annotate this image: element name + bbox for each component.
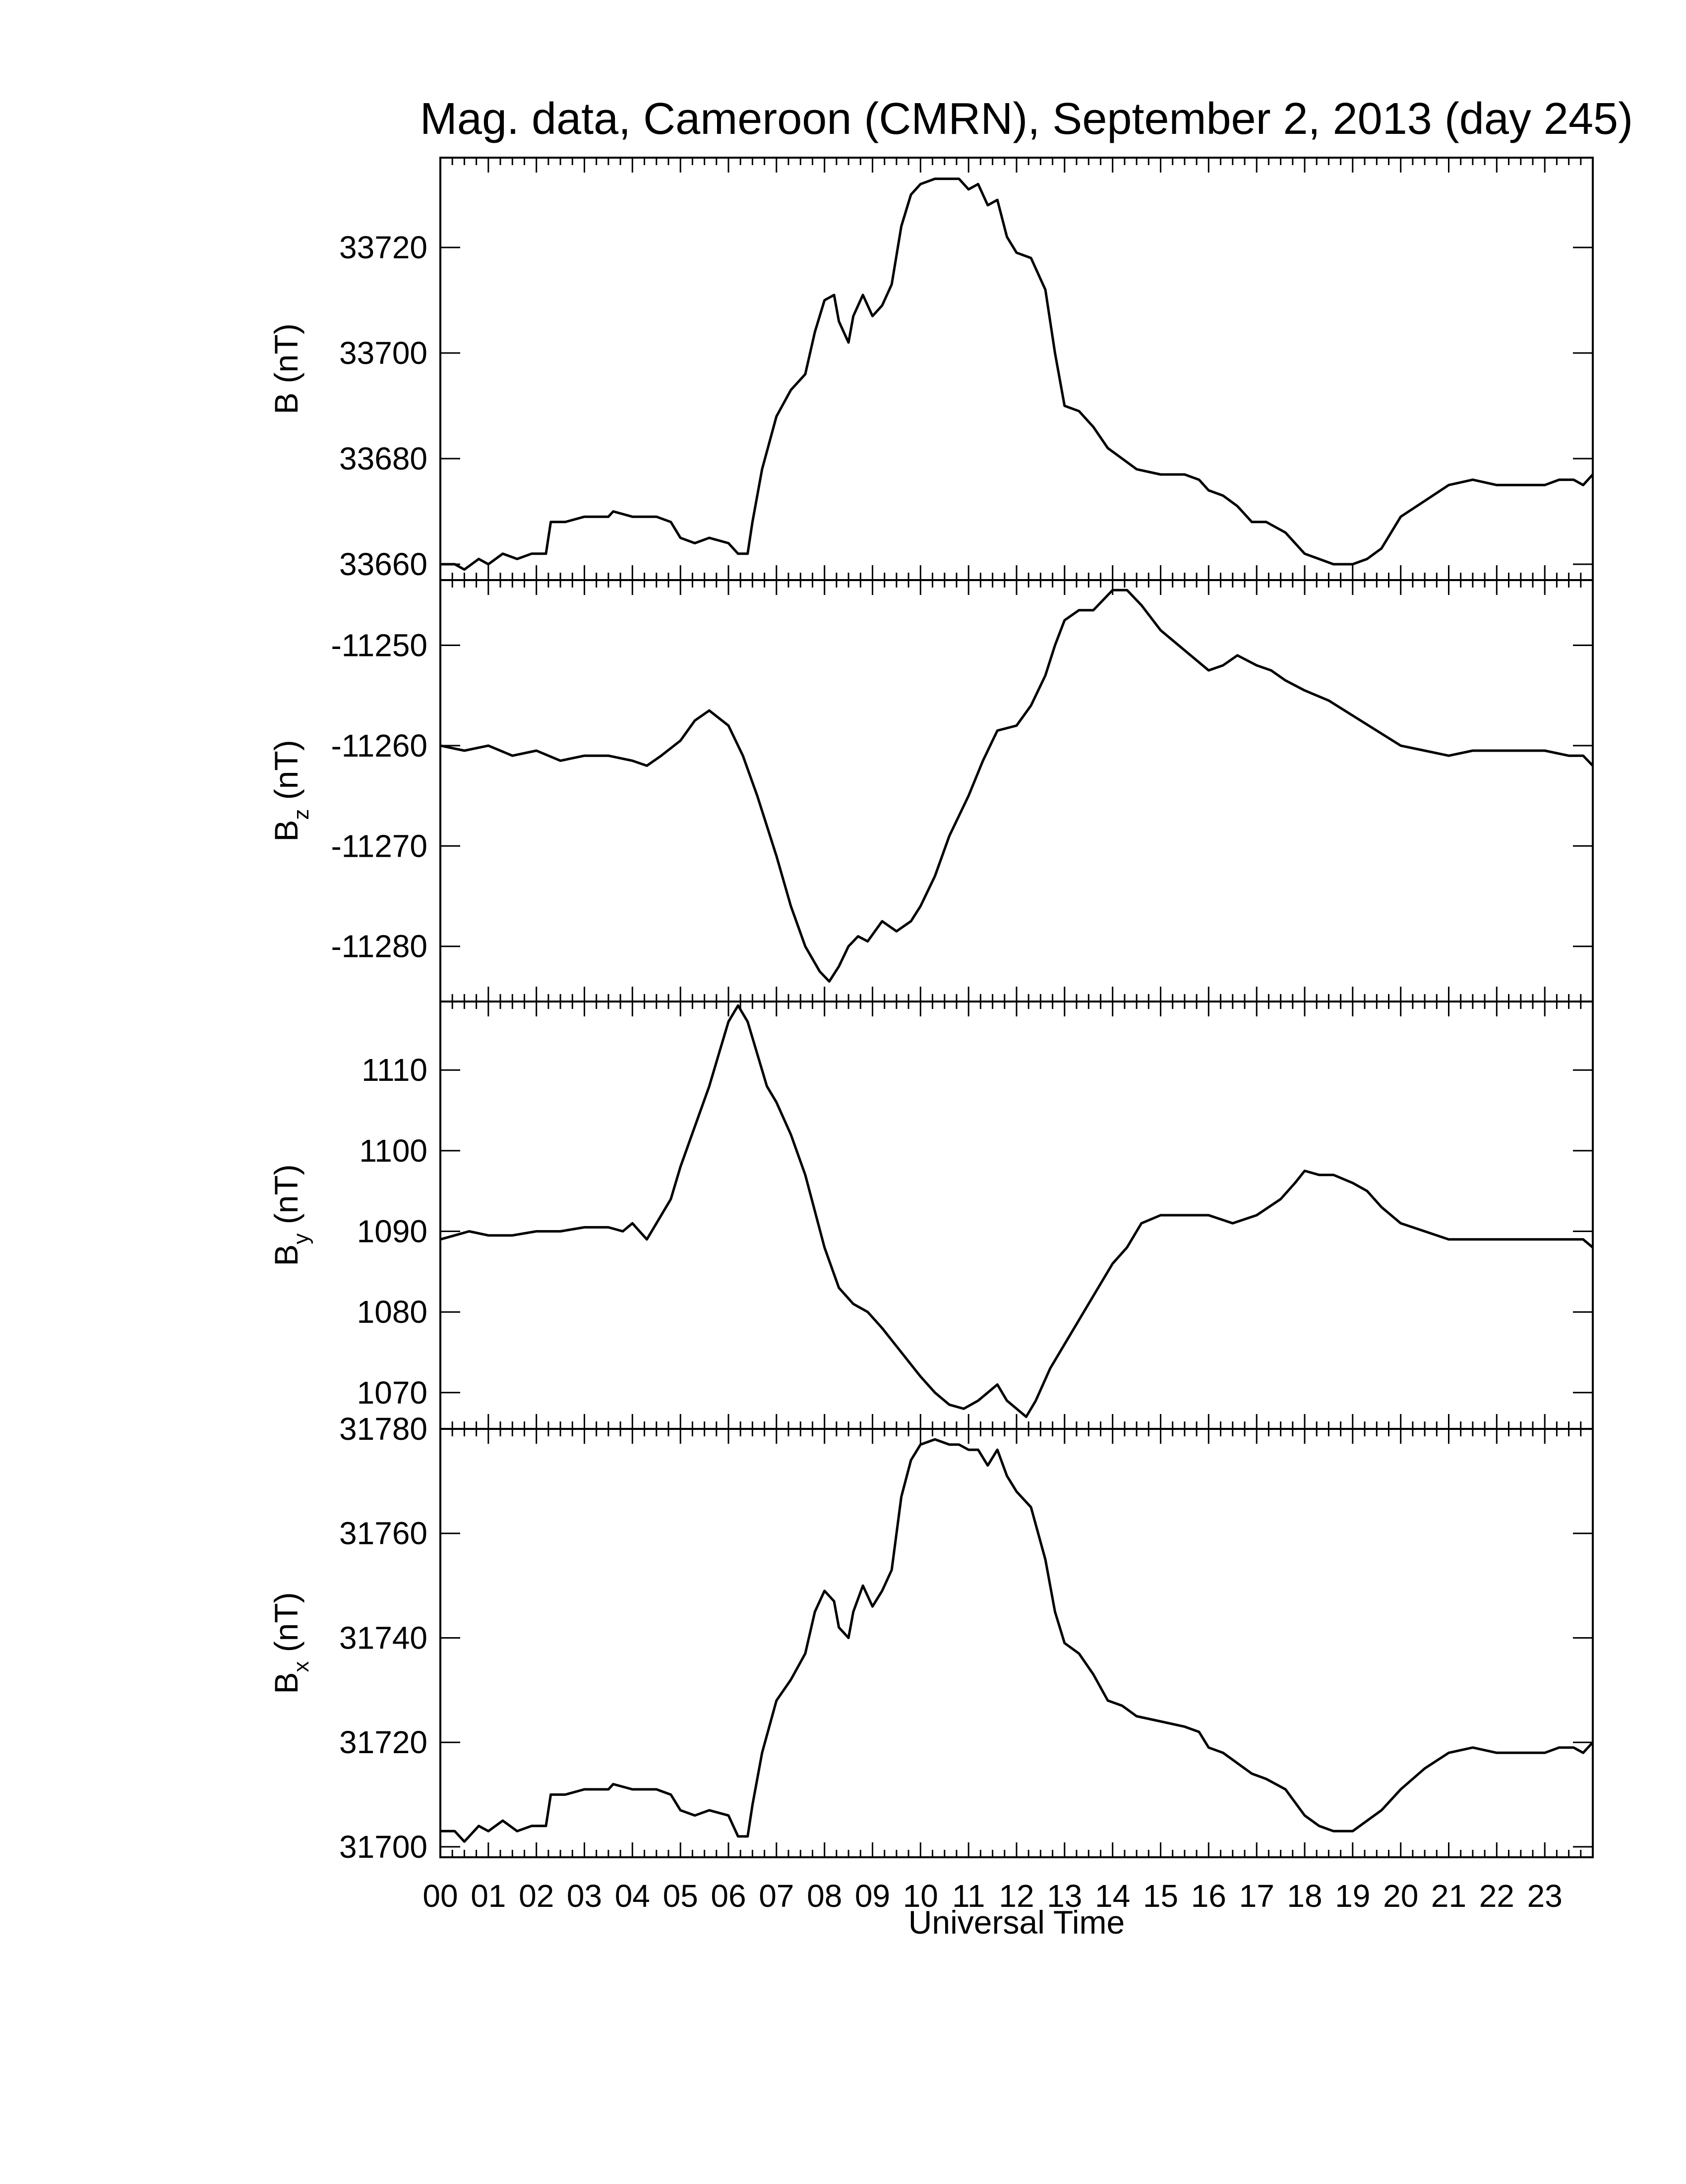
x-tick-label-00: 00 — [422, 1878, 458, 1914]
panel-3-ytick-label-2: 31740 — [339, 1620, 427, 1656]
panel-2-ytick-label-4: 1110 — [361, 1052, 427, 1088]
panel-1-ytick-label-2: -11270 — [331, 828, 427, 864]
x-tick-label-09: 09 — [855, 1878, 890, 1914]
x-axis-label: Universal Time — [908, 1904, 1125, 1941]
panel-2-frame — [439, 1001, 1594, 1430]
x-tick-label-03: 03 — [567, 1878, 602, 1914]
x-tick-label-06: 06 — [711, 1878, 746, 1914]
panel-2-series-line-0 — [440, 1004, 1594, 1418]
panel-0-frame — [439, 157, 1594, 581]
panel-1-series-line-0 — [440, 589, 1594, 983]
panel-3-ytick-label-1: 31720 — [339, 1724, 427, 1760]
panel-1-frame — [439, 579, 1594, 1003]
panel-0-ytick-label-1: 33680 — [339, 441, 427, 476]
x-tick-label-14: 14 — [1095, 1878, 1130, 1914]
x-tick-label-20: 20 — [1383, 1878, 1418, 1914]
x-tick-label-05: 05 — [663, 1878, 698, 1914]
panel-3-ytick-label-0: 31700 — [339, 1829, 427, 1865]
panel-3-ticks — [439, 1428, 1594, 1857]
x-tick-label-15: 15 — [1143, 1878, 1178, 1914]
x-tick-label-19: 19 — [1335, 1878, 1370, 1914]
x-tick-label-02: 02 — [519, 1878, 554, 1914]
x-tick-label-12: 12 — [999, 1878, 1034, 1914]
x-tick-label-10: 10 — [903, 1878, 938, 1914]
x-tick-label-08: 08 — [807, 1878, 842, 1914]
panel-1-y-axis-label: Bz (nT) — [268, 740, 313, 841]
panel-0-ytick-label-0: 33660 — [339, 546, 427, 582]
x-tick-label-22: 22 — [1479, 1878, 1514, 1914]
x-tick-label-13: 13 — [1047, 1878, 1082, 1914]
x-tick-label-01: 01 — [471, 1878, 506, 1914]
chart-title: Mag. data, Cameroon (CMRN), September 2,… — [420, 94, 1633, 144]
panel-1-ytick-label-3: -11280 — [331, 929, 427, 964]
panel-0-ticks — [439, 158, 1594, 580]
x-tick-label-07: 07 — [759, 1878, 794, 1914]
panel-2-y-axis-label: By (nT) — [268, 1164, 313, 1266]
panel-2-ytick-label-0: 1070 — [357, 1375, 427, 1411]
x-tick-label-17: 17 — [1239, 1878, 1274, 1914]
x-tick-label-16: 16 — [1191, 1878, 1226, 1914]
panel-3-series-line-0 — [440, 1438, 1594, 1843]
panel-3-y-axis-label: Bx (nT) — [268, 1592, 313, 1694]
panel-3-ytick-label-3: 31760 — [339, 1516, 427, 1551]
panel-1-ticks — [439, 580, 1594, 1002]
panel-2-ytick-label-2: 1090 — [357, 1214, 427, 1249]
x-tick-label-04: 04 — [615, 1878, 650, 1914]
panel-2-ticks — [439, 1002, 1594, 1429]
x-tick-label-11: 11 — [952, 1878, 985, 1914]
panel-2-ytick-label-1: 1080 — [357, 1294, 427, 1330]
x-tick-label-18: 18 — [1287, 1878, 1322, 1914]
panel-0-ytick-label-3: 33720 — [339, 230, 427, 265]
panel-2-ytick-label-3: 1100 — [359, 1133, 427, 1169]
panel-0-series-line-0 — [440, 177, 1594, 571]
panel-1-ytick-label-0: -11250 — [331, 628, 427, 663]
panel-0-y-axis-label: B (nT) — [268, 323, 304, 414]
panel-1-ytick-label-1: -11260 — [331, 728, 427, 764]
x-tick-label-21: 21 — [1431, 1878, 1466, 1914]
panel-3-ytick-label-4: 31780 — [339, 1411, 427, 1447]
x-tick-label-23: 23 — [1527, 1878, 1563, 1914]
panel-0-ytick-label-2: 33700 — [339, 335, 427, 371]
